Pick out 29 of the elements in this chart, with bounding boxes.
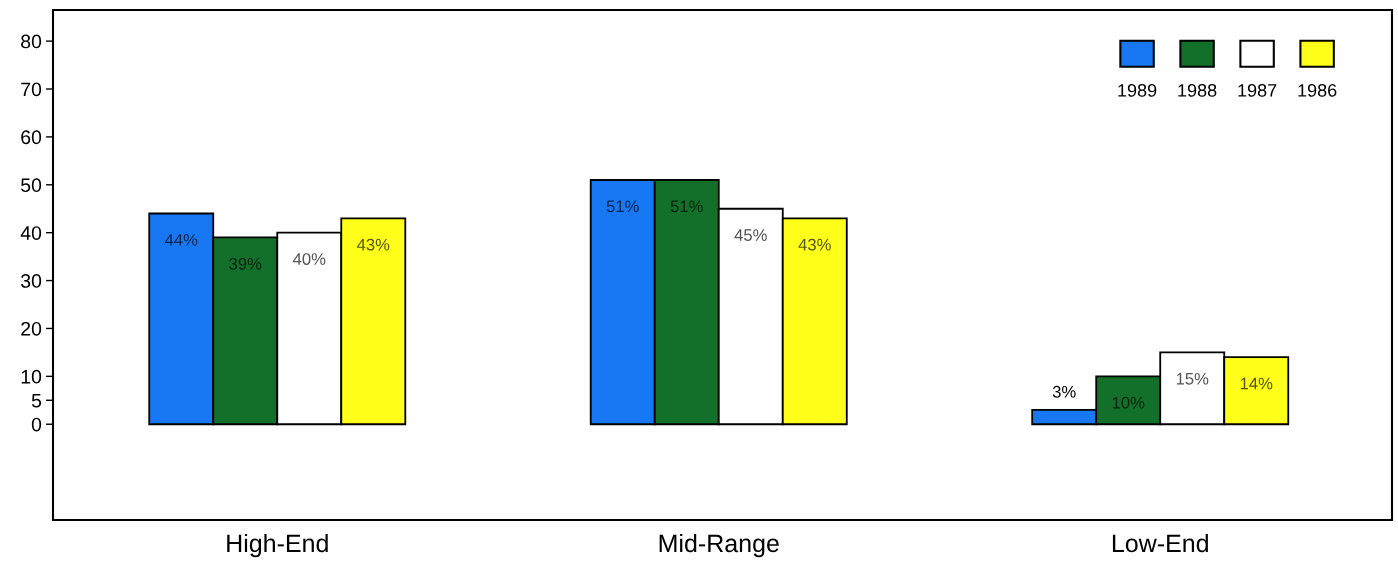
y-tick-label: 80	[21, 34, 42, 49]
legend-label: 1986	[1298, 83, 1337, 97]
data-label: 51%	[606, 200, 639, 213]
y-tick-label: 20	[21, 321, 42, 336]
data-label: 51%	[670, 200, 703, 213]
data-label: 10%	[1112, 396, 1145, 409]
x-tick-label: High-End	[227, 533, 328, 558]
legend-label: 1988	[1178, 83, 1217, 97]
data-label: 45%	[734, 229, 767, 241]
legend-label: 1989	[1118, 83, 1157, 97]
y-tick-label: 5	[31, 393, 42, 408]
legend-label: 1987	[1238, 83, 1277, 97]
data-label: 15%	[1176, 372, 1209, 385]
y-tick-label: 50	[21, 178, 42, 193]
y-tick-label: 10	[21, 369, 42, 384]
data-label: 44%	[164, 234, 198, 246]
y-tick-label: 30	[21, 274, 42, 288]
data-label: 43%	[357, 238, 390, 251]
y-tick-label: 60	[21, 130, 42, 145]
data-label: 39%	[229, 257, 262, 270]
y-tick-label: 0	[31, 417, 42, 432]
data-label: 3%	[1052, 385, 1076, 398]
x-tick-label: Mid-Range	[659, 533, 779, 558]
data-label: 40%	[292, 253, 326, 265]
y-tick-label: 40	[20, 226, 42, 240]
data-label: 14%	[1240, 377, 1273, 390]
y-tick-label: 70	[21, 82, 42, 97]
x-tick-label: Low-End	[1112, 533, 1208, 553]
data-label: 43%	[798, 238, 831, 251]
